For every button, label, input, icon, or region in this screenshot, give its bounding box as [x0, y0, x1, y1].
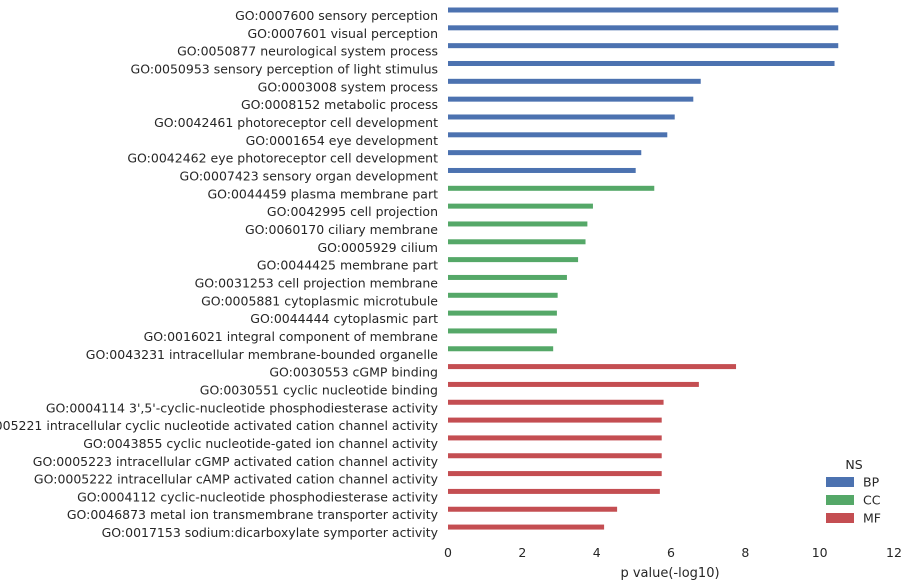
bars-group [448, 7, 839, 530]
bar-mf [448, 435, 662, 441]
legend-label-cc: CC [863, 493, 881, 508]
bar-mf [448, 381, 699, 387]
category-label: GO:0042461 photoreceptor cell developmen… [154, 115, 438, 130]
legend-swatch-cc [826, 495, 854, 505]
category-label: GO:0004114 3',5'-cyclic-nucleotide phosp… [46, 400, 439, 415]
bar-mf [448, 364, 737, 370]
bar-cc [448, 310, 557, 316]
category-label: GO:0007600 sensory perception [235, 8, 438, 23]
x-tick-label: 12 [886, 545, 902, 560]
bar-bp [448, 150, 642, 156]
bar-bp [448, 167, 636, 173]
x-tick-label: 8 [741, 545, 749, 560]
legend-label-mf: MF [863, 511, 881, 526]
x-tick-label: 10 [812, 545, 828, 560]
category-label: GO:0044425 membrane part [257, 258, 438, 273]
legend: NS BP CC MF [826, 457, 881, 526]
category-label: GO:0044444 cytoplasmic part [250, 311, 438, 326]
bar-bp [448, 43, 839, 49]
category-label: GO:0005222 intracellular cAMP activated … [34, 472, 439, 487]
x-tick-label: 2 [518, 545, 526, 560]
category-label: GO:0007601 visual perception [247, 26, 438, 41]
bar-mf [448, 524, 605, 530]
category-label: GO:0042462 eye photoreceptor cell develo… [127, 151, 438, 166]
bar-mf [448, 417, 662, 423]
bar-mf [448, 506, 618, 512]
bar-cc [448, 328, 557, 334]
bar-cc [448, 292, 558, 298]
bar-mf [448, 488, 660, 494]
legend-swatch-mf [826, 513, 854, 523]
category-label: GO:0017153 sodium:dicarboxylate symporte… [102, 525, 439, 540]
bar-cc [448, 221, 588, 227]
x-tick-label: 6 [667, 545, 675, 560]
legend-swatch-bp [826, 477, 854, 487]
x-tick-label: 0 [444, 545, 452, 560]
category-label: GO:0030553 cGMP binding [269, 365, 438, 380]
category-label: GO:0031253 cell projection membrane [195, 275, 439, 290]
bar-mf [448, 471, 662, 477]
category-label: GO:0005223 intracellular cGMP activated … [33, 454, 439, 469]
bar-bp [448, 25, 839, 31]
legend-title: NS [845, 457, 862, 472]
bar-cc [448, 239, 586, 245]
bar-bp [448, 114, 675, 120]
category-label: GO:0043855 cyclic nucleotide-gated ion c… [83, 436, 438, 451]
category-label: GO:0043231 intracellular membrane-bounde… [86, 347, 439, 362]
category-label: GO:0008152 metabolic process [241, 97, 438, 112]
bar-bp [448, 96, 694, 102]
bar-bp [448, 132, 668, 138]
category-label: GO:0016021 integral component of membran… [144, 329, 439, 344]
category-label: GO:0003008 system process [258, 79, 438, 94]
x-tick-label: 4 [593, 545, 601, 560]
category-label: GO:0005929 cilium [317, 240, 438, 255]
category-label: GO:0001654 eye development [246, 133, 438, 148]
bar-cc [448, 274, 567, 280]
category-label: GO:0044459 plasma membrane part [207, 186, 438, 201]
bar-bp [448, 60, 835, 66]
category-label: GO:0050877 neurological system process [177, 44, 438, 59]
x-axis-ticks-group: 0 2 4 6 8 10 12 [444, 545, 902, 560]
category-label: GO:0050953 sensory perception of light s… [131, 61, 438, 76]
legend-label-bp: BP [863, 475, 880, 490]
category-label: GO:0060170 ciliary membrane [245, 222, 438, 237]
category-label: GO:0004112 cyclic-nucleotide phosphodies… [77, 489, 439, 504]
category-label: GO:0030551 cyclic nucleotide binding [200, 382, 438, 397]
category-label: GO:0042995 cell projection [267, 204, 438, 219]
bar-cc [448, 346, 554, 352]
bar-cc [448, 203, 593, 209]
category-label: GO:0046873 metal ion transmembrane trans… [67, 507, 439, 522]
category-label: GO:0005881 cytoplasmic microtubule [201, 293, 438, 308]
category-label: GO:0005221 intracellular cyclic nucleoti… [0, 418, 439, 433]
bar-cc [448, 257, 579, 263]
bar-mf [448, 453, 662, 459]
category-label: GO:0007423 sensory organ development [180, 168, 439, 183]
category-labels-group: GO:0007600 sensory perception GO:0007601 … [0, 8, 439, 540]
bar-mf [448, 399, 664, 405]
x-axis-title: p value(-log10) [620, 566, 719, 581]
bar-cc [448, 185, 655, 191]
bar-bp [448, 7, 839, 13]
bar-bp [448, 78, 701, 84]
